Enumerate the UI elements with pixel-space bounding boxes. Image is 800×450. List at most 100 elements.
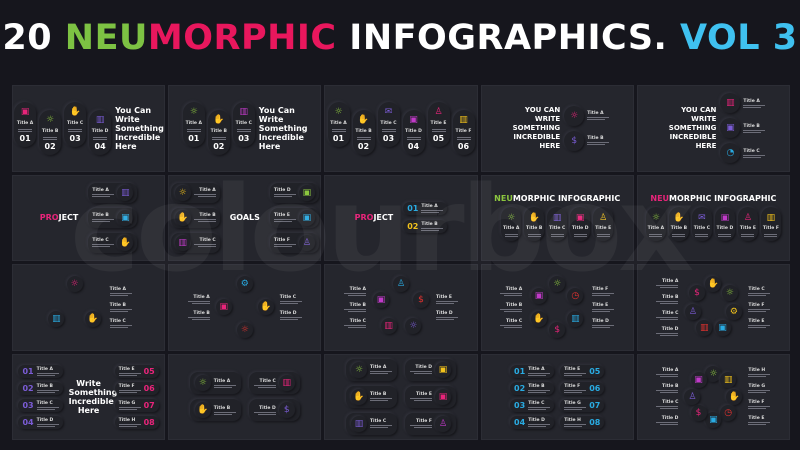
slide-thumbnail[interactable]: You Can Write Something Incredible Here ▥… [636, 85, 790, 172]
text-line [356, 138, 371, 140]
placeholder-text [435, 316, 458, 320]
numbered-item: Title H 08 [114, 415, 159, 429]
icon-ring: ☼ ✋ ▥ [46, 276, 104, 338]
title-block: Title B [213, 406, 236, 415]
placeholder-text [273, 194, 296, 198]
slide-thumbnail[interactable]: ☼ Title A ✋ Title B ▥ Title C GOALS Title D ▣ Tit… [168, 174, 322, 261]
bulb-icon: ☼ [174, 184, 191, 201]
slide-thumbnail[interactable]: ☼ Title A ✋ Title B ▥ Title C Title D ▣ Title E ▣… [324, 353, 478, 440]
bulb-icon: ☼ [564, 105, 585, 126]
handshake-icon: ✋ [117, 234, 134, 251]
text-line [656, 406, 679, 408]
chart-icon: ▥ [696, 319, 713, 336]
hub-item: ☼ Title A [170, 182, 220, 203]
text-line [592, 324, 615, 326]
headline: You Can Write Something Incredible Here [512, 105, 561, 150]
item-number: 03 [382, 133, 395, 143]
text-line [435, 300, 458, 302]
text-line [564, 408, 583, 410]
item-title: Title H [748, 368, 766, 374]
placeholder-text [748, 406, 771, 410]
pill-item: ▣ Title A 01 [14, 101, 37, 147]
text-line [748, 408, 767, 410]
slide-thumbnail[interactable]: PROJECT 01 Title A 02 Title B [324, 174, 478, 261]
slide-thumbnail[interactable]: NEUMORPHIC INFOGRAPHIC ☼ Title A ✋ Title B ▥ T… [480, 174, 634, 261]
text-line [596, 236, 610, 238]
placeholder-text [369, 371, 392, 375]
slide-thumbnail[interactable]: You Can Write Something Incredible Here ☼… [480, 85, 634, 172]
text-line [36, 425, 55, 427]
slide-thumbnail[interactable]: ☼ Title A 01 ✋ Title B 02 ▥ Title C 03 You Can Wr… [168, 85, 322, 172]
chart-icon: ▥ [764, 211, 778, 225]
slide-thumbnail[interactable]: Title A Title B Title C Title D ✋ ☼ ⚙ ▣ ▥ ♙ $ Title… [636, 264, 790, 351]
text-line [406, 138, 421, 140]
slide-thumbnail[interactable]: ☼ Title A ✋ Title B Title C ▥ Title D $ [168, 353, 322, 440]
text-line [421, 212, 440, 214]
text-line [748, 376, 767, 378]
briefcase-icon: ▣ [434, 361, 451, 378]
text-line [92, 246, 111, 248]
dollar-icon: $ [412, 292, 429, 309]
right-items: Title D ▣ Title E ▣ Title F ♙ [404, 358, 456, 435]
slide-thumbnail[interactable]: Title A Title B ⚙ ✋ ☼ ▣ Title C Title D [168, 264, 322, 351]
item-title: Title A [505, 286, 523, 292]
text-line [748, 392, 767, 394]
text-line [253, 411, 276, 413]
pair-item: ✋ Title B [189, 399, 241, 422]
item-title: Title C [235, 120, 252, 126]
briefcase-icon: ▣ [690, 372, 707, 389]
pill-item: ✋ Title C 03 [64, 101, 87, 147]
placeholder-text [36, 389, 59, 393]
text-line [421, 230, 440, 232]
icon-ring: ☼ ▥ ✋ ◷ ▣ $ ♙ ▣ [684, 365, 743, 428]
item-title: Title C [549, 226, 566, 232]
right-titles: Title E Title D [435, 295, 458, 320]
text-line [764, 234, 778, 236]
text-line [564, 389, 587, 391]
briefcase-icon: ▣ [117, 209, 134, 226]
item-title: Title D [91, 128, 109, 134]
slide-thumbnail[interactable]: ▣ Title A 01 ☼ Title B 02 ✋ Title C 03 ▥ Title D 04… [12, 85, 166, 172]
text-line [369, 373, 388, 375]
slide-thumbnail[interactable]: 01 Title A 02 Title B 03 Title C 04 Title D Titl… [480, 353, 634, 440]
hub-item: Title E ▣ [269, 207, 319, 228]
text-line [18, 128, 33, 130]
slide-thumbnail[interactable]: Title A Title B Title C Title D ☼ ▥ ✋ ◷ ▣ $ ♙ ▣ Titl… [636, 353, 790, 440]
slide-thumbnail[interactable]: NEUMORPHIC INFOGRAPHIC ☼ Title A ✋ Title B ✉ T… [636, 174, 790, 261]
item-number: 01 [332, 133, 345, 143]
slide-thumbnail[interactable]: Title A Title B Title C ♙ $ ☼ ▥ ▣ Title E Title D [324, 264, 478, 351]
text-line [369, 425, 392, 427]
slide-thumbnail[interactable]: ☼ Title A 01 ✋ Title B 02 ✉ Title C 03 ▣ Title D 04… [324, 85, 478, 172]
text-line [564, 423, 587, 425]
text-line [592, 308, 615, 310]
slide-thumbnail[interactable]: Title A Title B Title C ☼ ◷ ▥ $ ✋ ▣ Title F Title … [480, 264, 634, 351]
slide-thumbnail[interactable]: 01 Title A 02 Title B 03 Title C 04 Title D Writ… [12, 353, 166, 440]
placeholder-text [656, 374, 679, 378]
text-line [587, 144, 606, 146]
slide-thumbnail[interactable]: ☼ ✋ ▥ Title A Title B Title C [12, 264, 166, 351]
item-title: Title A [421, 204, 438, 210]
numbered-item: Title H 08 [560, 415, 605, 429]
pill-item: ▥ Title C 03 [232, 101, 255, 147]
item-number: 04 [22, 417, 34, 427]
bulb-icon: ☼ [43, 113, 57, 127]
placeholder-text [741, 234, 755, 238]
text-line [406, 136, 421, 138]
bulb-icon: ☼ [332, 105, 345, 119]
item-title: Title F [415, 419, 432, 425]
text-line [413, 400, 432, 402]
item-title: Title F [748, 302, 765, 308]
item-title: Title A [349, 286, 366, 292]
title-block: Title D [656, 416, 679, 426]
text-line [528, 408, 547, 410]
text-line [741, 236, 755, 238]
text-line [18, 130, 33, 132]
text-line [656, 374, 679, 376]
slide-thumbnail[interactable]: PROJECT Title A ▥ Title B ▣ Title C ✋ [12, 174, 166, 261]
right-items: Title E 05 Title F 06 Title G 07 Title H 08 [560, 364, 605, 429]
text-line [656, 300, 679, 302]
title-block: Title A [109, 287, 132, 296]
gear-icon: ⚙ [725, 304, 742, 321]
headline: You Can Write Something Incredible Here [668, 105, 717, 150]
hub-item: Title B ▣ [88, 207, 138, 228]
